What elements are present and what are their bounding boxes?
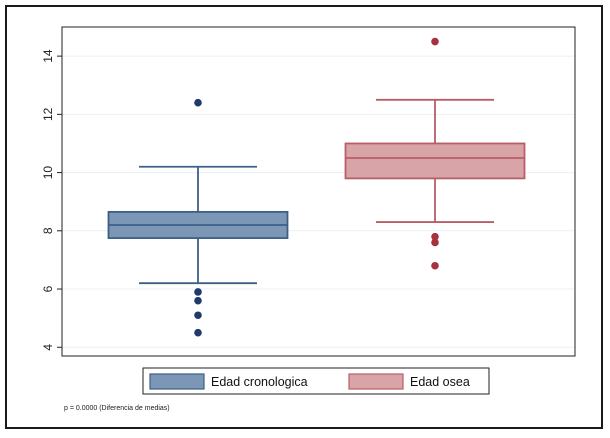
y-tick-label-10: 10 bbox=[41, 166, 55, 180]
y-tick-label-4: 4 bbox=[41, 344, 55, 351]
y-tick-label-8: 8 bbox=[41, 227, 55, 234]
legend: Edad cronologica Edad osea bbox=[142, 367, 490, 395]
outlier-point bbox=[194, 328, 202, 337]
outlier-point bbox=[194, 311, 202, 320]
outlier-point bbox=[194, 98, 202, 107]
y-tick-label-6: 6 bbox=[41, 285, 55, 292]
legend-key-1 bbox=[348, 373, 404, 390]
legend-label-1: Edad osea bbox=[410, 375, 470, 389]
footnote-annotation: p = 0.0000 (Diferencia de medias) bbox=[64, 405, 170, 412]
outlier-point bbox=[194, 288, 202, 296]
legend-label-0: Edad cronologica bbox=[211, 375, 308, 389]
box-edad-cronologica bbox=[107, 98, 289, 337]
interquartile-box bbox=[344, 142, 526, 180]
legend-key-0 bbox=[149, 373, 205, 390]
y-tick-label-14: 14 bbox=[41, 49, 55, 63]
outlier-point bbox=[431, 238, 439, 247]
box-edad-osea bbox=[344, 37, 526, 270]
outlier-point bbox=[194, 296, 202, 305]
chart-frame bbox=[5, 5, 603, 429]
outlier-point bbox=[431, 232, 439, 241]
plot-area bbox=[61, 26, 576, 357]
outlier-point bbox=[431, 261, 439, 270]
y-tick-label-12: 12 bbox=[41, 107, 55, 121]
boxes bbox=[107, 37, 526, 337]
gridlines bbox=[62, 55, 575, 348]
y-axis: 4 6 8 10 12 14 bbox=[41, 49, 62, 351]
outlier-point bbox=[431, 37, 439, 46]
